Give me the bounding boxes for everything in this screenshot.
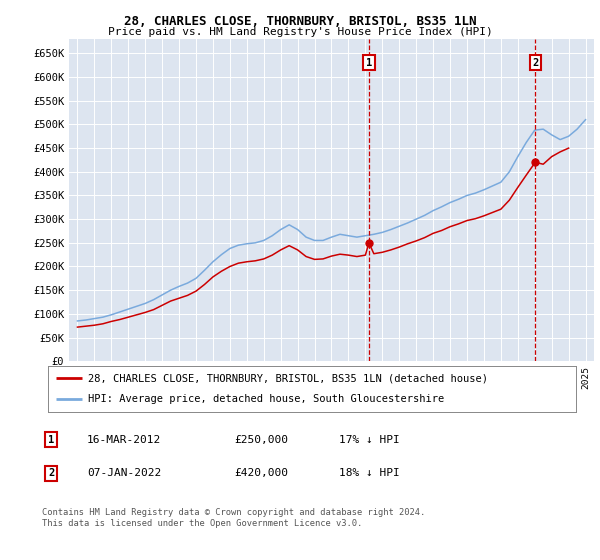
Text: 2: 2 (532, 58, 538, 68)
Text: £250,000: £250,000 (234, 435, 288, 445)
Text: 16-MAR-2012: 16-MAR-2012 (87, 435, 161, 445)
Text: 1: 1 (48, 435, 54, 445)
Text: £420,000: £420,000 (234, 468, 288, 478)
Text: 28, CHARLES CLOSE, THORNBURY, BRISTOL, BS35 1LN: 28, CHARLES CLOSE, THORNBURY, BRISTOL, B… (124, 15, 476, 28)
Text: 1: 1 (366, 58, 372, 68)
Text: HPI: Average price, detached house, South Gloucestershire: HPI: Average price, detached house, Sout… (88, 394, 444, 404)
Text: 2: 2 (48, 468, 54, 478)
Text: 17% ↓ HPI: 17% ↓ HPI (339, 435, 400, 445)
Text: 18% ↓ HPI: 18% ↓ HPI (339, 468, 400, 478)
Text: 07-JAN-2022: 07-JAN-2022 (87, 468, 161, 478)
Text: 28, CHARLES CLOSE, THORNBURY, BRISTOL, BS35 1LN (detached house): 28, CHARLES CLOSE, THORNBURY, BRISTOL, B… (88, 373, 488, 383)
Text: Price paid vs. HM Land Registry's House Price Index (HPI): Price paid vs. HM Land Registry's House … (107, 27, 493, 37)
Text: Contains HM Land Registry data © Crown copyright and database right 2024.
This d: Contains HM Land Registry data © Crown c… (42, 508, 425, 528)
